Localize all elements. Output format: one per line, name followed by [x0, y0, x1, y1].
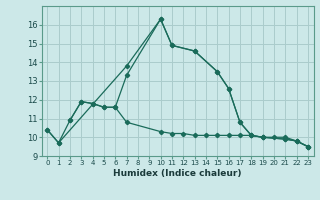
X-axis label: Humidex (Indice chaleur): Humidex (Indice chaleur) — [113, 169, 242, 178]
